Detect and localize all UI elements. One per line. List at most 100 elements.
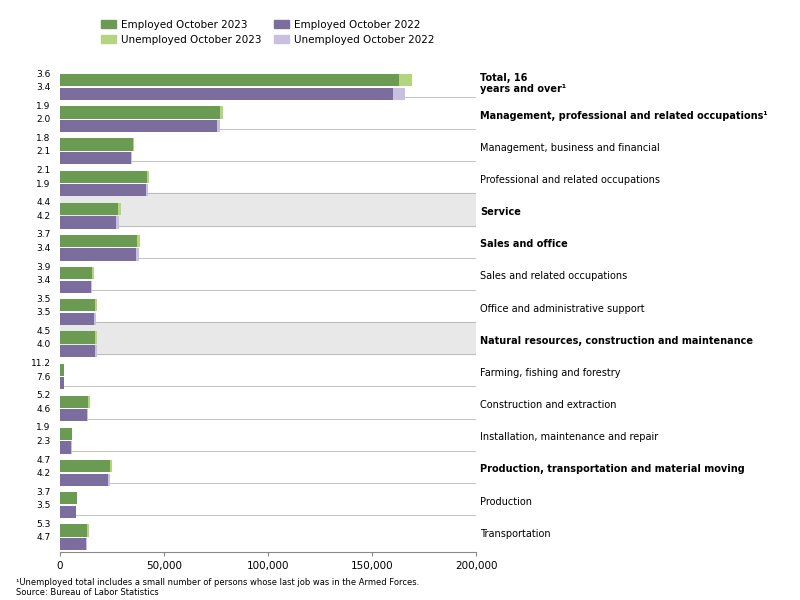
Bar xyxy=(95,331,97,344)
Text: 1.9: 1.9 xyxy=(36,179,50,188)
Text: 1.8: 1.8 xyxy=(36,134,50,143)
Text: 2.0: 2.0 xyxy=(36,115,50,124)
Bar xyxy=(86,538,87,550)
Bar xyxy=(60,473,108,486)
Bar xyxy=(60,460,110,472)
Text: 11.2: 11.2 xyxy=(30,359,50,368)
Bar xyxy=(118,203,121,215)
Text: Professional and related occupations: Professional and related occupations xyxy=(480,175,660,185)
Bar xyxy=(133,139,134,151)
Text: 3.4: 3.4 xyxy=(36,244,50,253)
Bar xyxy=(60,524,87,536)
Text: Construction and extraction: Construction and extraction xyxy=(480,400,617,410)
Text: 7.6: 7.6 xyxy=(36,373,50,382)
Text: 3.7: 3.7 xyxy=(36,488,50,497)
Text: Installation, maintenance and repair: Installation, maintenance and repair xyxy=(480,432,658,442)
Bar xyxy=(60,74,399,86)
Text: 5.3: 5.3 xyxy=(36,520,50,529)
Text: Natural resources, construction and maintenance: Natural resources, construction and main… xyxy=(480,336,753,346)
Text: Sales and related occupations: Sales and related occupations xyxy=(480,271,627,281)
Bar xyxy=(147,170,150,183)
Bar xyxy=(60,235,137,247)
Text: Production, transportation and material moving: Production, transportation and material … xyxy=(480,464,745,475)
Bar xyxy=(60,88,393,100)
Text: Office and administrative support: Office and administrative support xyxy=(480,304,645,314)
Text: 4.6: 4.6 xyxy=(36,405,50,414)
Bar xyxy=(136,248,138,260)
Text: 1.9: 1.9 xyxy=(36,102,50,111)
Text: 3.9: 3.9 xyxy=(36,263,50,272)
Text: 1.9: 1.9 xyxy=(36,424,50,433)
Bar xyxy=(87,409,88,421)
Bar xyxy=(60,345,95,357)
Bar xyxy=(60,184,146,196)
Bar xyxy=(60,492,77,505)
Bar xyxy=(110,460,112,472)
Text: 4.2: 4.2 xyxy=(37,469,50,478)
Bar xyxy=(60,377,64,389)
Bar xyxy=(95,345,97,357)
Bar xyxy=(94,313,95,325)
Text: 3.6: 3.6 xyxy=(36,70,50,79)
Text: 3.4: 3.4 xyxy=(36,83,50,92)
Text: Total, 16
years and over¹: Total, 16 years and over¹ xyxy=(480,73,566,94)
Bar xyxy=(60,428,72,440)
Text: 4.0: 4.0 xyxy=(36,340,50,349)
Bar xyxy=(60,331,95,344)
Bar xyxy=(60,203,118,215)
Text: Service: Service xyxy=(480,207,521,217)
Text: 3.4: 3.4 xyxy=(36,276,50,285)
Bar xyxy=(146,184,148,196)
Text: 4.5: 4.5 xyxy=(36,327,50,336)
Text: 2.1: 2.1 xyxy=(36,166,50,175)
Bar xyxy=(60,442,71,454)
Bar xyxy=(393,88,405,100)
Text: Management, business and financial: Management, business and financial xyxy=(480,143,660,153)
Text: Management, professional and related occupations¹: Management, professional and related occ… xyxy=(480,110,768,121)
Text: 2.1: 2.1 xyxy=(36,148,50,157)
Bar xyxy=(60,313,94,325)
Bar xyxy=(130,152,132,164)
Bar xyxy=(137,235,140,247)
Bar xyxy=(60,170,147,183)
Bar xyxy=(108,473,110,486)
Bar xyxy=(91,281,92,293)
Bar xyxy=(60,281,91,293)
Text: 4.4: 4.4 xyxy=(37,198,50,207)
Text: 3.7: 3.7 xyxy=(36,230,50,239)
Text: 4.2: 4.2 xyxy=(37,212,50,221)
Text: 5.2: 5.2 xyxy=(36,391,50,400)
Text: Sales and office: Sales and office xyxy=(480,239,568,249)
Bar xyxy=(60,267,92,280)
Bar xyxy=(60,299,95,311)
Bar xyxy=(60,364,64,376)
Bar xyxy=(220,106,223,119)
Bar xyxy=(399,74,412,86)
Bar xyxy=(116,216,118,229)
Text: 2.3: 2.3 xyxy=(36,437,50,446)
Text: Farming, fishing and forestry: Farming, fishing and forestry xyxy=(480,368,621,378)
Bar xyxy=(60,409,87,421)
Bar xyxy=(60,506,75,518)
Text: Production: Production xyxy=(480,497,532,506)
Legend: Employed October 2023, Unemployed October 2023, Employed October 2022, Unemploye: Employed October 2023, Unemployed Octobe… xyxy=(102,20,434,45)
Bar xyxy=(60,152,130,164)
Text: Transportation: Transportation xyxy=(480,529,550,539)
Text: 4.7: 4.7 xyxy=(36,533,50,542)
Bar xyxy=(92,267,94,280)
Bar xyxy=(60,139,133,151)
Text: ¹Unemployed total includes a small number of persons whose last job was in the A: ¹Unemployed total includes a small numbe… xyxy=(16,578,419,597)
Bar xyxy=(95,299,97,311)
Bar xyxy=(87,524,89,536)
Text: 3.5: 3.5 xyxy=(36,501,50,510)
Bar xyxy=(217,120,220,132)
Bar xyxy=(60,106,220,119)
Bar xyxy=(60,193,476,226)
Bar xyxy=(60,396,88,408)
Text: 3.5: 3.5 xyxy=(36,308,50,317)
Bar xyxy=(60,120,217,132)
Text: 4.7: 4.7 xyxy=(36,455,50,464)
Bar xyxy=(88,396,90,408)
Text: 3.5: 3.5 xyxy=(36,295,50,304)
Bar xyxy=(60,216,116,229)
